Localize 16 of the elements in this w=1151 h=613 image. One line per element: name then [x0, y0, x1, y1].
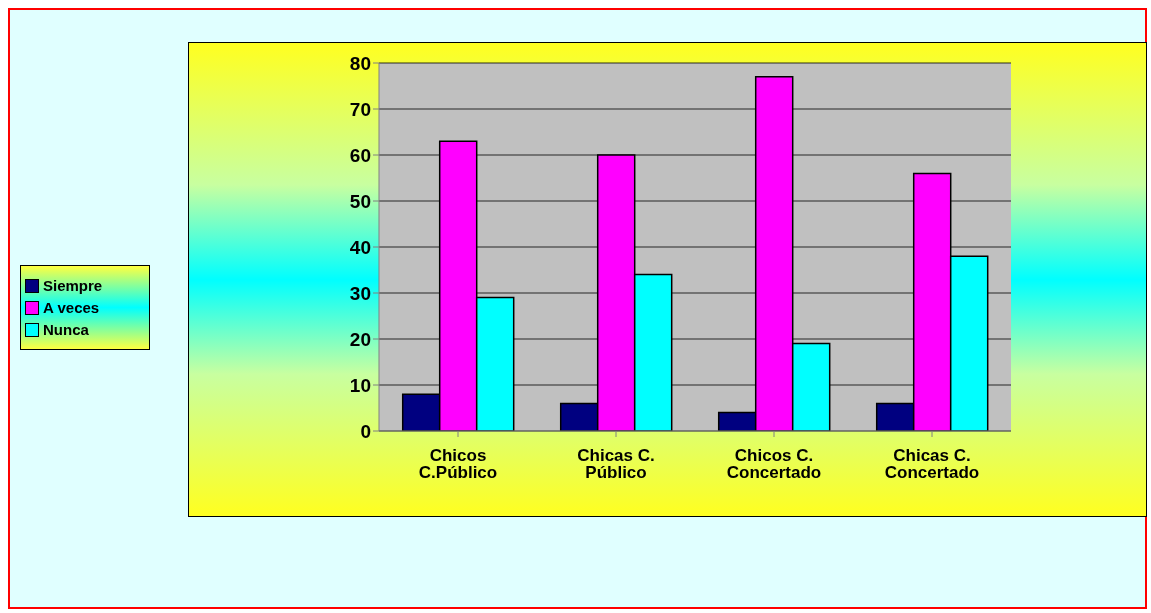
- x-tick-label: Chicas C. Concertado: [884, 446, 980, 483]
- legend-label: Nunca: [43, 321, 89, 338]
- y-tick-label: 0: [360, 420, 371, 442]
- y-tick-label: 60: [349, 144, 371, 166]
- x-tick-label: Chicos C. Concertado: [726, 446, 822, 483]
- legend-label: Siempre: [43, 277, 103, 294]
- y-tick-label: 80: [349, 52, 371, 74]
- y-tick-label: 30: [349, 282, 371, 304]
- y-tick-label: 40: [349, 236, 371, 258]
- y-tick-label: 70: [349, 98, 371, 120]
- y-tick-label: 20: [349, 328, 371, 350]
- y-tick-label: 50: [349, 190, 371, 212]
- x-tick-label: Chicos C.Público: [418, 446, 498, 483]
- y-tick-label: 10: [349, 374, 371, 396]
- x-tick-label: Chicas C. Público: [577, 446, 655, 483]
- legend-label: A veces: [43, 299, 100, 316]
